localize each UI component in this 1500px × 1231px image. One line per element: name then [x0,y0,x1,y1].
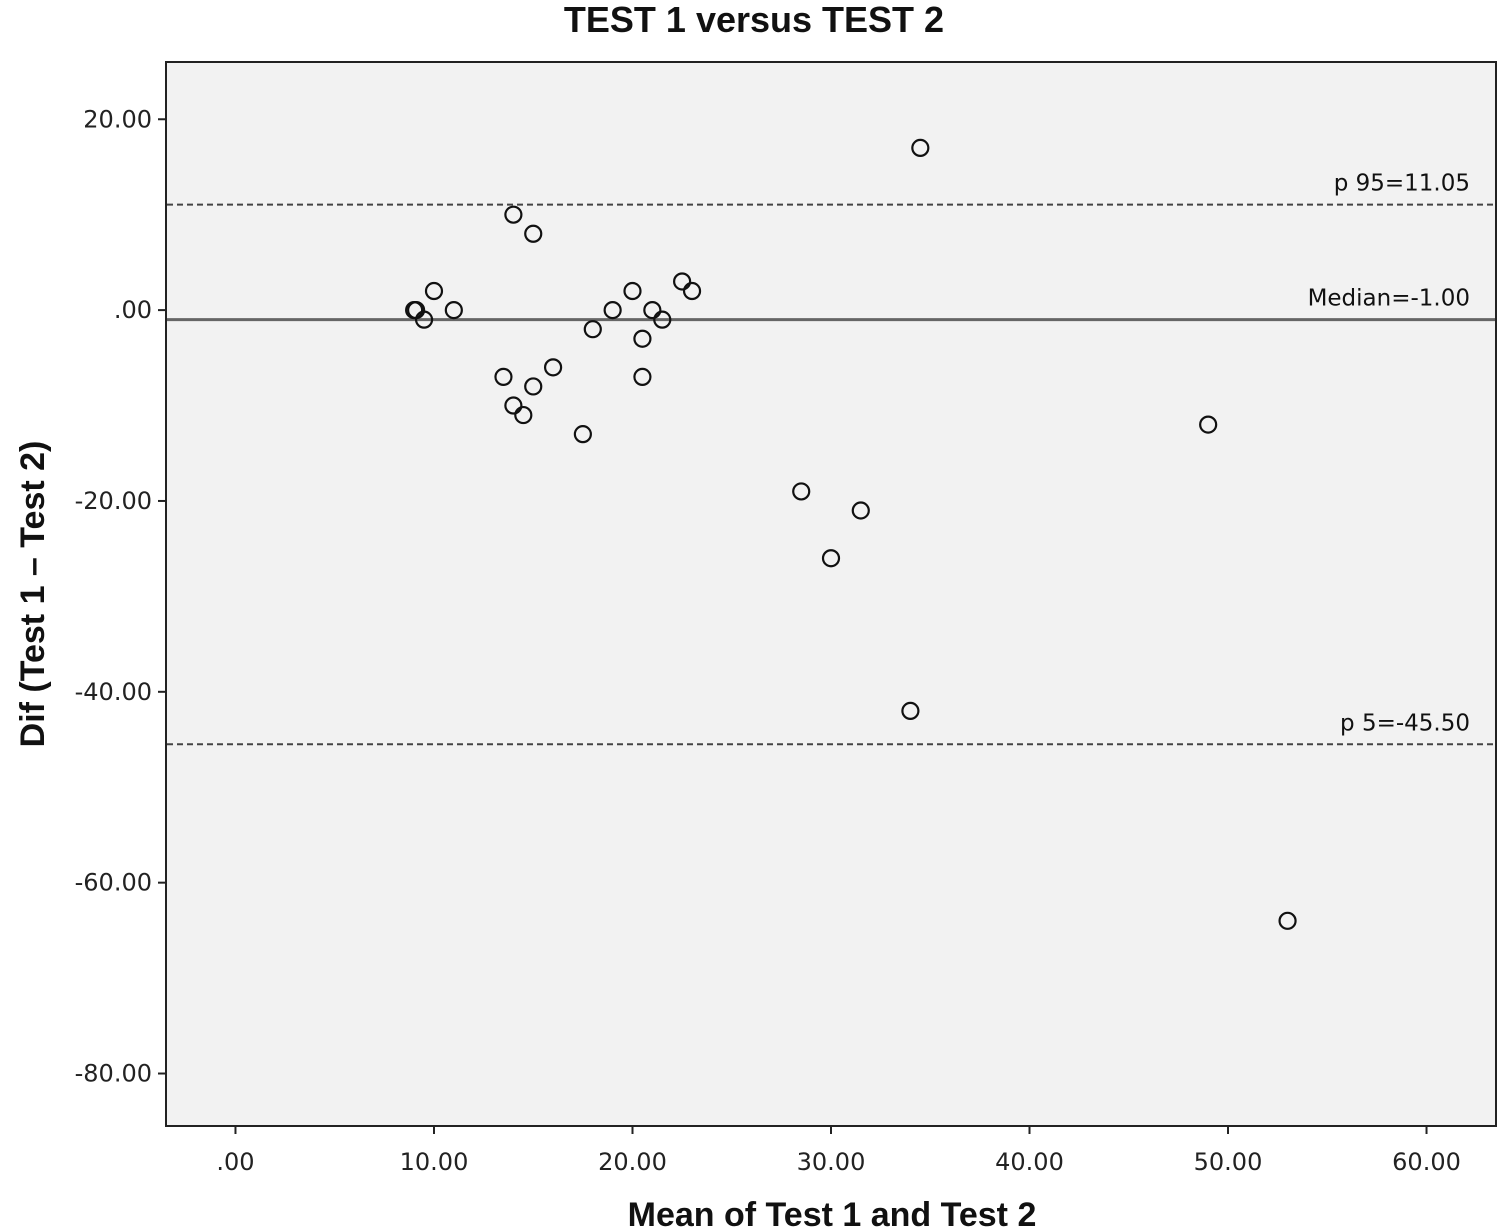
y-axis-title: Dif (Test 1 – Test 2) [14,441,52,748]
x-tick-label: 50.00 [1194,1148,1263,1176]
data-point [424,281,444,301]
data-point [573,425,592,444]
data-point [633,367,652,387]
y-tick-label: -20.00 [75,487,152,515]
data-point [911,138,930,157]
data-point [633,329,652,348]
reference-line-label: p 5=-45.50 [1340,710,1470,736]
data-point [524,224,543,243]
data-point [1199,415,1218,434]
x-tick-label: .00 [216,1148,254,1176]
data-point [514,405,533,425]
data-point [1278,911,1297,930]
data-point [901,701,920,720]
reference-line-label: p 95=11.05 [1334,171,1470,197]
y-tick-label: .00 [114,296,152,324]
data-point [524,377,543,396]
y-axis: 20.00 .00 -20.00 -40.00 -60.00 -80.00 [75,105,166,1088]
data-point [643,301,662,320]
x-axis-title: Mean of Test 1 and Test 2 [628,1196,1037,1231]
x-tick-label: 20.00 [598,1148,667,1176]
chart-title: TEST 1 versus TEST 2 [564,0,944,40]
y-tick-label: -60.00 [75,869,152,897]
x-tick-label: 10.00 [400,1148,469,1176]
y-tick-label: -40.00 [75,678,152,706]
reference-lines: p 95=11.05 Median=-1.00 p 5=-45.50 [167,171,1495,746]
data-point [543,358,563,377]
y-tick-label: 20.00 [83,105,152,133]
x-tick-label: 30.00 [797,1148,866,1176]
y-tick-label: -80.00 [75,1060,152,1088]
plot-area [165,61,1497,1127]
reference-line-label: Median=-1.00 [1308,286,1470,312]
data-point [623,281,642,301]
data-point [444,301,463,320]
data-point [673,272,692,291]
data-point [821,549,841,568]
data-points [405,138,1297,930]
x-axis: .00 10.00 20.00 30.00 40.00 50.00 60.00 [216,1126,1461,1176]
x-tick-label: 40.00 [995,1148,1064,1176]
x-tick-label: 60.00 [1392,1148,1461,1176]
data-point [414,310,434,329]
data-point [494,367,513,387]
data-point [682,281,702,301]
data-point [504,396,523,415]
data-point [603,301,622,320]
data-point [653,310,672,329]
data-point [504,205,523,224]
data-point [851,501,870,520]
data-point [792,482,811,501]
data-point [583,320,602,339]
